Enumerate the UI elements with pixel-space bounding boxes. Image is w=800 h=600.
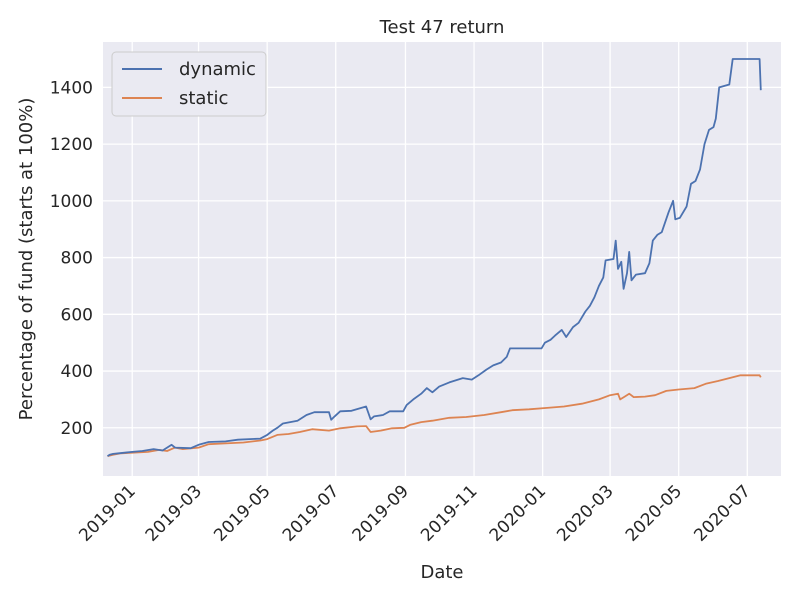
x-tick-label: 2019-01 (75, 481, 139, 545)
x-tick-label: 2019-03 (142, 481, 206, 545)
x-ticks: 2019-01 2019-03 2019-05 2019-07 2019-09 2019-… (75, 481, 754, 545)
series-line-dynamic (107, 58, 762, 457)
chart-title: Test 47 return (379, 17, 505, 38)
x-tick-label: 2020-01 (486, 481, 550, 545)
y-tick-label: 200 (61, 419, 93, 439)
series-group (107, 58, 762, 457)
y-axis-label: Percentage of fund (starts at 100%) (16, 98, 37, 421)
series-line-static (107, 374, 762, 457)
x-axis-label: Date (420, 562, 463, 583)
legend-label-static: static (179, 88, 228, 109)
x-tick-label: 2019-09 (349, 481, 413, 545)
x-tick-label: 2019-07 (279, 481, 343, 545)
legend-label-dynamic: dynamic (179, 59, 256, 80)
y-tick-label: 1400 (50, 78, 93, 98)
y-tick-label: 800 (61, 249, 93, 269)
y-tick-label: 400 (61, 362, 93, 382)
x-tick-label: 2019-11 (417, 481, 481, 545)
y-tick-label: 600 (61, 305, 93, 325)
legend: dynamic static (111, 51, 267, 117)
y-ticks: 200 400 600 800 1000 1200 1400 (50, 78, 93, 438)
y-tick-label: 1000 (50, 192, 93, 212)
x-tick-label: 2020-05 (622, 481, 686, 545)
x-tick-label: 2020-03 (553, 481, 617, 545)
x-tick-label: 2019-05 (210, 481, 274, 545)
x-tick-label: 2020-07 (690, 481, 754, 545)
y-tick-label: 1200 (50, 135, 93, 155)
